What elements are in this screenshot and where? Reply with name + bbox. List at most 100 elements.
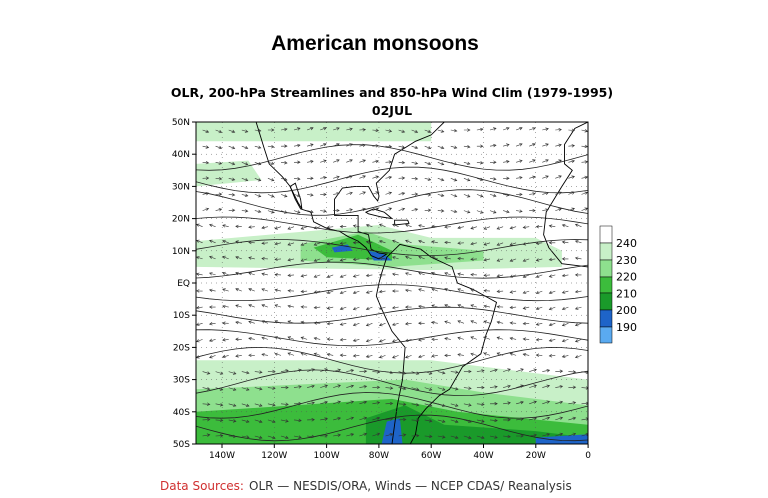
wind-arrow [208, 322, 216, 326]
wind-arrow [418, 338, 425, 342]
streamline [196, 284, 588, 302]
wind-arrow [209, 255, 216, 260]
wind-arrow [235, 354, 242, 358]
streamline [196, 414, 588, 442]
wind-arrow [365, 306, 373, 311]
wind-arrow [333, 416, 342, 421]
wind-arrow [222, 304, 229, 309]
lat-label: EQ [177, 279, 190, 289]
wind-arrow [326, 242, 334, 246]
wind-arrow [339, 290, 347, 295]
wind-arrow [287, 242, 295, 246]
wind-arrow [333, 400, 341, 405]
wind-arrow [548, 257, 556, 262]
wind-arrow [568, 191, 575, 195]
wind-arrow [320, 209, 327, 213]
wind-arrow [287, 304, 295, 309]
lat-label: 50S [173, 440, 190, 450]
wind-arrow [392, 339, 399, 343]
wind-arrow [405, 355, 412, 359]
wind-arrow [457, 225, 464, 230]
wind-arrow [267, 194, 275, 198]
wind-arrow [280, 144, 288, 148]
wind-arrow [300, 289, 308, 294]
wind-arrow [241, 403, 250, 407]
wind-arrow [254, 194, 262, 198]
wind-arrow [385, 370, 394, 375]
wind-arrow [365, 290, 373, 294]
wind-arrow [529, 384, 537, 388]
wind-arrow [241, 145, 249, 150]
wind-arrow [372, 159, 380, 164]
wind-arrow [385, 386, 394, 390]
lat-label: 30N [172, 182, 190, 192]
wind-arrow [274, 352, 282, 356]
wind-arrow [444, 240, 451, 245]
colorbar-label: 230 [616, 254, 637, 267]
wind-arrow [568, 401, 577, 405]
wind-arrow [333, 175, 340, 179]
wind-arrow [202, 160, 210, 165]
wind-arrow [228, 208, 236, 213]
wind-arrow [235, 271, 242, 276]
wind-arrow [450, 370, 459, 374]
wind-arrow [483, 273, 491, 277]
wind-arrow [542, 143, 549, 147]
wind-arrow [463, 435, 472, 440]
wind-arrow [287, 289, 295, 293]
wind-arrow [300, 305, 308, 309]
wind-arrow [522, 290, 530, 294]
wind-arrow [320, 192, 327, 197]
colorbar-swatch [599, 292, 613, 311]
wind-arrow [385, 417, 394, 421]
wind-arrow [274, 288, 282, 292]
wind-arrow [516, 368, 524, 372]
wind-arrow [202, 433, 211, 437]
wind-arrow [535, 224, 543, 229]
wind-arrow [470, 273, 477, 277]
wind-arrow [476, 385, 485, 390]
wind-arrow [293, 160, 301, 164]
wind-arrow [450, 209, 458, 214]
colorbar-swatch [599, 276, 613, 294]
wind-arrow [333, 192, 340, 196]
wind-arrow [503, 368, 511, 372]
wind-arrow [411, 161, 419, 165]
wind-arrow [391, 289, 399, 293]
wind-arrow [411, 192, 419, 196]
wind-arrow [437, 419, 446, 423]
wind-arrow [365, 273, 373, 278]
wind-arrow [431, 304, 438, 308]
wind-arrow [483, 352, 491, 356]
wind-arrow [398, 433, 407, 437]
wind-arrow [561, 240, 569, 244]
wind-arrow [424, 177, 432, 181]
wind-arrow [457, 320, 465, 324]
wind-arrow [293, 193, 301, 198]
wind-arrow [522, 353, 530, 357]
wind-arrow [431, 240, 438, 244]
wind-arrow [548, 241, 556, 245]
wind-arrow [313, 290, 321, 294]
wind-arrow [248, 225, 255, 229]
wind-arrow [202, 417, 211, 422]
wind-arrow [326, 306, 334, 310]
wind-arrow [196, 355, 203, 359]
wind-arrow [222, 271, 229, 276]
wind-arrow [483, 304, 491, 309]
wind-arrow [385, 207, 393, 211]
wind-arrow [248, 272, 255, 276]
wind-arrow [568, 128, 576, 132]
wind-arrow [326, 337, 334, 341]
wind-arrow [320, 143, 327, 147]
wind-arrow [405, 272, 412, 276]
wind-arrow [561, 306, 569, 311]
wind-arrow [293, 385, 302, 389]
wind-arrow [313, 305, 321, 310]
wind-arrow [535, 322, 543, 326]
wind-arrow [522, 258, 530, 262]
wind-arrow [405, 255, 412, 260]
wind-arrow [248, 240, 255, 245]
wind-arrow [307, 209, 314, 214]
wind-arrow [424, 129, 432, 133]
